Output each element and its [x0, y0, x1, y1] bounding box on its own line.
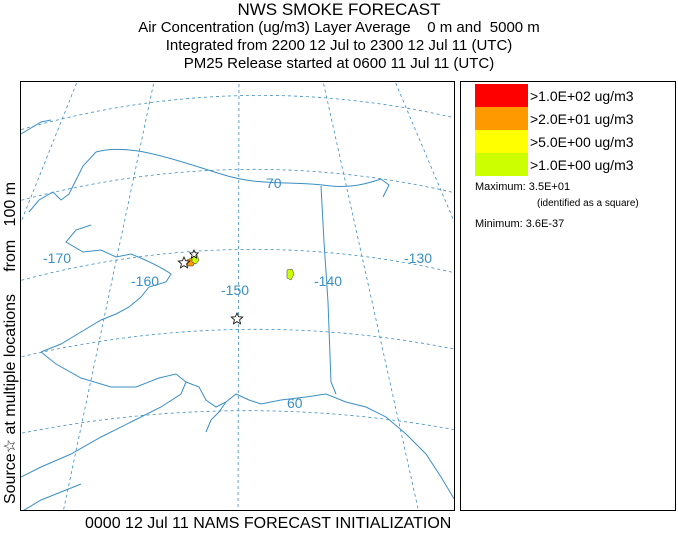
legend-swatch-orange — [475, 107, 528, 130]
yukon-delta-coast — [40, 253, 172, 353]
source-height-label: Source☆ at multiple locations from 100 m — [2, 181, 19, 504]
graticule-labels: -170 -160 -150 -140 -130 70 60 — [43, 175, 432, 411]
lon-label-170: -170 — [43, 250, 71, 266]
map-title: NWS SMOKE FORECAST — [237, 0, 441, 19]
star-icon — [177, 255, 191, 269]
legend-label: >1.0E+02 ug/m3 — [530, 87, 634, 104]
map-panel: -170 -160 -150 -140 -130 70 60 — [20, 81, 455, 511]
lon-label-150: -150 — [221, 282, 249, 298]
northwest-coast — [28, 151, 97, 213]
source-markers — [177, 248, 244, 325]
legend-swatch-lime — [475, 153, 528, 176]
lon-label-140: -140 — [314, 273, 342, 289]
legend-panel: >1.0E+02 ug/m3 >2.0E+01 ug/m3 >5.0E+00 u… — [460, 81, 676, 511]
legend-swatch-red — [475, 84, 528, 107]
latitude-line-70 — [21, 168, 454, 201]
subtitle-integration-period: Integrated from 2200 12 Jul to 2300 12 J… — [165, 37, 513, 54]
latitude-line-65 — [21, 248, 454, 281]
longitude-line-140 — [322, 82, 419, 510]
aleutian-islands — [23, 483, 82, 510]
latitude-line-60 — [21, 328, 454, 358]
gulf-of-alaska-coast — [185, 381, 454, 500]
legend-label: >1.0E+00 ug/m3 — [530, 156, 634, 173]
star-icon — [230, 311, 244, 325]
lat-label-60: 60 — [287, 395, 303, 411]
longitude-line-130 — [394, 82, 454, 223]
legend-item: >2.0E+01 ug/m3 — [475, 107, 634, 130]
minimum-value: Minimum: 3.6E-37 — [475, 218, 565, 230]
legend-item: >1.0E+00 ug/m3 — [475, 153, 634, 176]
forecast-initialization-label: 0000 12 Jul 11 NAMS FORECAST INITIALIZAT… — [85, 515, 452, 532]
longitude-line-170 — [21, 82, 78, 224]
north-coast — [95, 148, 390, 198]
legend-item: >1.0E+02 ug/m3 — [475, 84, 634, 107]
alaska-peninsula — [21, 351, 187, 478]
cook-inlet — [205, 401, 227, 433]
subtitle-release-start: PM25 Release started at 0600 11 Jul 11 (… — [183, 55, 495, 72]
lon-label-130: -130 — [404, 250, 432, 266]
legend-label: >5.0E+00 ug/m3 — [530, 133, 634, 150]
coastline — [21, 119, 454, 510]
maximum-value: Maximum: 3.5E+01 — [475, 181, 571, 193]
star-icon — [188, 248, 200, 259]
maximum-note: (identified as a square) — [537, 198, 639, 209]
plume-east — [286, 268, 295, 281]
alaska-canada-border — [320, 185, 337, 395]
lat-label-70: 70 — [266, 175, 282, 191]
subtitle-concentration: Air Concentration (ug/m3) Layer Average … — [138, 19, 540, 36]
alaska-map: -170 -160 -150 -140 -130 70 60 — [21, 82, 454, 510]
smoke-plumes — [186, 254, 295, 281]
chukotka-coast — [21, 119, 52, 135]
legend-label: >2.0E+01 ug/m3 — [530, 110, 634, 127]
legend-swatch-yellow — [475, 130, 528, 153]
lon-label-160: -160 — [131, 273, 159, 289]
longitude-line-160 — [63, 82, 155, 510]
legend-item: >5.0E+00 ug/m3 — [475, 130, 634, 153]
seward-peninsula — [65, 224, 132, 258]
latitude-line-75 — [21, 95, 454, 131]
